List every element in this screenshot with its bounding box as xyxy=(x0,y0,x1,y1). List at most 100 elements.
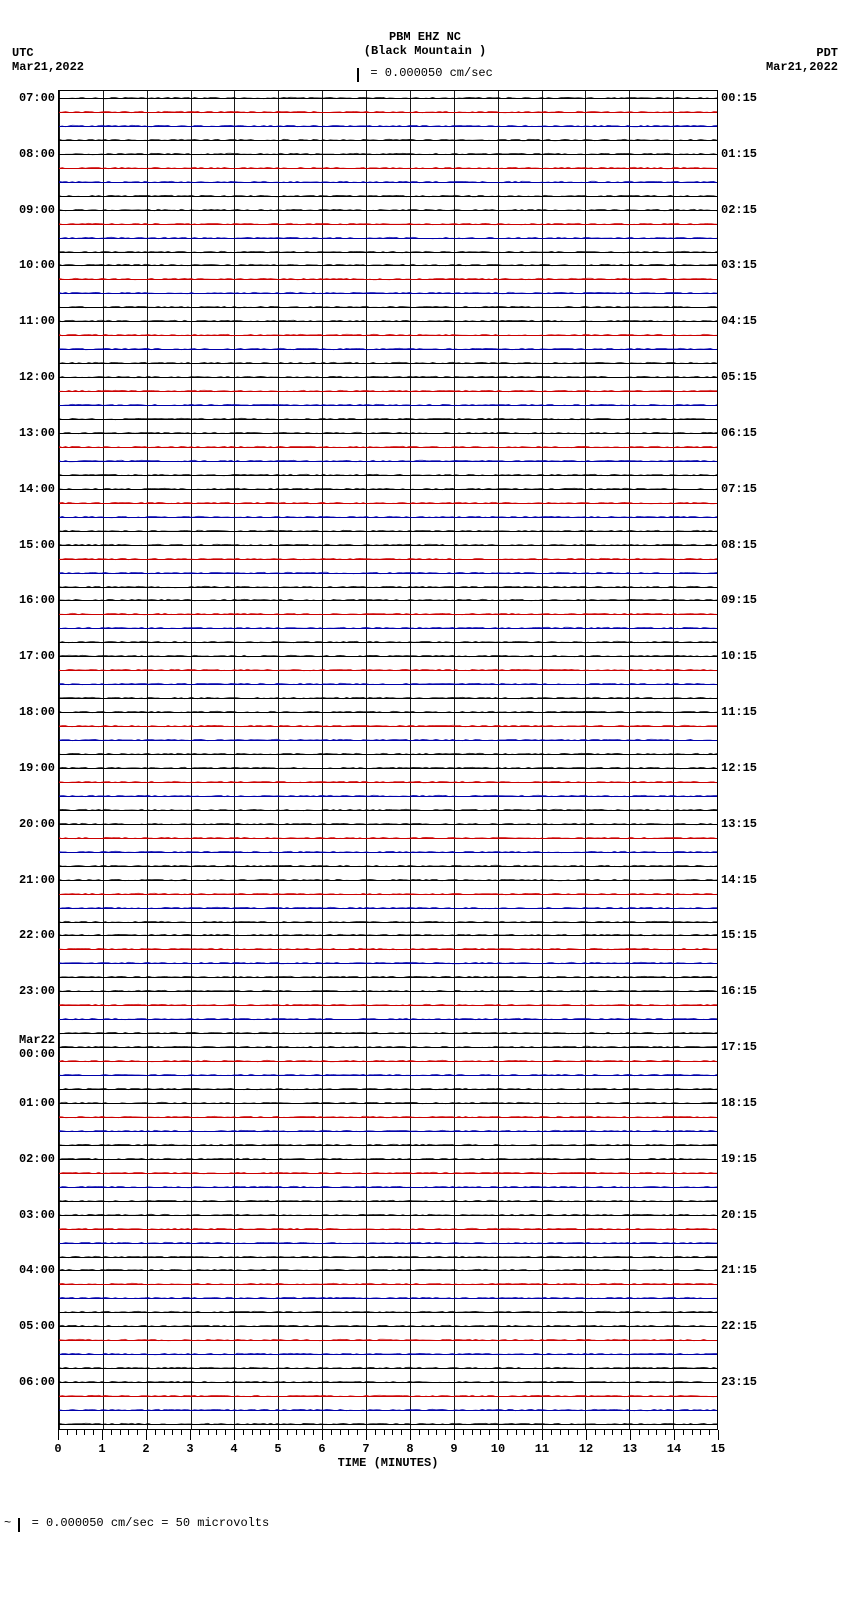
seismic-trace xyxy=(59,1194,717,1208)
seismic-trace xyxy=(59,873,717,887)
footer-text: = 0.000050 cm/sec = 50 microvolts xyxy=(24,1516,269,1530)
x-tick-minor xyxy=(639,1430,640,1435)
x-tick-minor xyxy=(551,1430,552,1435)
x-tick-label: 2 xyxy=(142,1442,149,1456)
x-tick-minor xyxy=(199,1430,200,1435)
seismic-trace xyxy=(59,272,717,286)
pdt-hour-label: 23:15 xyxy=(721,1375,781,1389)
utc-hour-label: Mar22 00:00 xyxy=(3,1033,55,1061)
seismic-trace xyxy=(59,300,717,314)
pdt-hour-label: 01:15 xyxy=(721,147,781,161)
x-tick-minor xyxy=(560,1430,561,1435)
x-tick-minor xyxy=(181,1430,182,1435)
x-tick-label: 1 xyxy=(98,1442,105,1456)
pdt-hour-label: 10:15 xyxy=(721,649,781,663)
x-tick-major xyxy=(542,1430,543,1440)
x-tick-label: 3 xyxy=(186,1442,193,1456)
pdt-hour-label: 21:15 xyxy=(721,1263,781,1277)
seismic-trace xyxy=(59,398,717,412)
seismic-trace xyxy=(59,845,717,859)
pdt-hour-label: 18:15 xyxy=(721,1096,781,1110)
seismic-trace xyxy=(59,1082,717,1096)
utc-hour-label: 07:00 xyxy=(3,91,55,105)
x-tick-minor xyxy=(287,1430,288,1435)
seismic-trace xyxy=(59,803,717,817)
seismic-trace xyxy=(59,203,717,217)
pdt-hour-label: 22:15 xyxy=(721,1319,781,1333)
x-tick-minor xyxy=(243,1430,244,1435)
pdt-hour-label: 13:15 xyxy=(721,817,781,831)
utc-hour-label: 13:00 xyxy=(3,426,55,440)
seismic-trace xyxy=(59,580,717,594)
seismic-trace xyxy=(59,147,717,161)
x-tick-minor xyxy=(67,1430,68,1435)
seismic-trace xyxy=(59,1054,717,1068)
x-tick-label: 12 xyxy=(579,1442,593,1456)
x-tick-major xyxy=(278,1430,279,1440)
x-tick-minor xyxy=(595,1430,596,1435)
pdt-hour-label: 08:15 xyxy=(721,538,781,552)
x-tick-major xyxy=(410,1430,411,1440)
utc-hour-label: 10:00 xyxy=(3,258,55,272)
x-tick-major xyxy=(102,1430,103,1440)
scale-text: = 0.000050 cm/sec xyxy=(363,66,493,80)
x-axis-title: TIME (MINUTES) xyxy=(58,1456,718,1470)
seismic-trace xyxy=(59,384,717,398)
pdt-hour-label: 00:15 xyxy=(721,91,781,105)
seismic-trace xyxy=(59,342,717,356)
seismic-trace xyxy=(59,607,717,621)
seismic-trace xyxy=(59,789,717,803)
seismic-trace xyxy=(59,510,717,524)
pdt-hour-label: 09:15 xyxy=(721,593,781,607)
x-tick-minor xyxy=(683,1430,684,1435)
x-tick-minor xyxy=(269,1430,270,1435)
utc-hour-label: 23:00 xyxy=(3,984,55,998)
x-tick-label: 6 xyxy=(318,1442,325,1456)
utc-hour-label: 15:00 xyxy=(3,538,55,552)
x-tick-minor xyxy=(225,1430,226,1435)
pdt-hour-label: 20:15 xyxy=(721,1208,781,1222)
seismic-trace xyxy=(59,1403,717,1417)
utc-hour-label: 17:00 xyxy=(3,649,55,663)
x-tick-label: 10 xyxy=(491,1442,505,1456)
x-tick-label: 5 xyxy=(274,1442,281,1456)
x-tick-minor xyxy=(296,1430,297,1435)
seismic-trace xyxy=(59,314,717,328)
x-tick-minor xyxy=(392,1430,393,1435)
seismic-trace xyxy=(59,831,717,845)
seismic-trace xyxy=(59,1208,717,1222)
x-tick-minor xyxy=(524,1430,525,1435)
pdt-hour-label: 04:15 xyxy=(721,314,781,328)
seismic-trace xyxy=(59,328,717,342)
seismic-trace xyxy=(59,189,717,203)
seismic-trace xyxy=(59,635,717,649)
utc-hour-label: 22:00 xyxy=(3,928,55,942)
x-tick-minor xyxy=(340,1430,341,1435)
seismic-trace xyxy=(59,1012,717,1026)
x-tick-minor xyxy=(208,1430,209,1435)
seismic-trace xyxy=(59,649,717,663)
seismic-trace xyxy=(59,1068,717,1082)
seismic-trace xyxy=(59,887,717,901)
seismic-trace xyxy=(59,761,717,775)
seismic-trace xyxy=(59,691,717,705)
seismic-trace xyxy=(59,356,717,370)
x-tick-minor xyxy=(489,1430,490,1435)
x-tick-major xyxy=(234,1430,235,1440)
x-tick-label: 0 xyxy=(54,1442,61,1456)
scale-bar-icon xyxy=(357,68,359,82)
x-tick-minor xyxy=(384,1430,385,1435)
x-tick-minor xyxy=(577,1430,578,1435)
scale-legend: = 0.000050 cm/sec xyxy=(0,66,850,80)
seismic-trace xyxy=(59,705,717,719)
seismic-trace xyxy=(59,1375,717,1389)
footer-wave-icon: ~ xyxy=(4,1516,11,1530)
utc-hour-label: 05:00 xyxy=(3,1319,55,1333)
x-tick-minor xyxy=(84,1430,85,1435)
seismic-trace xyxy=(59,901,717,915)
seismic-trace xyxy=(59,1124,717,1138)
x-tick-minor xyxy=(252,1430,253,1435)
seismic-trace xyxy=(59,1263,717,1277)
pdt-hour-label: 05:15 xyxy=(721,370,781,384)
seismic-trace xyxy=(59,217,717,231)
